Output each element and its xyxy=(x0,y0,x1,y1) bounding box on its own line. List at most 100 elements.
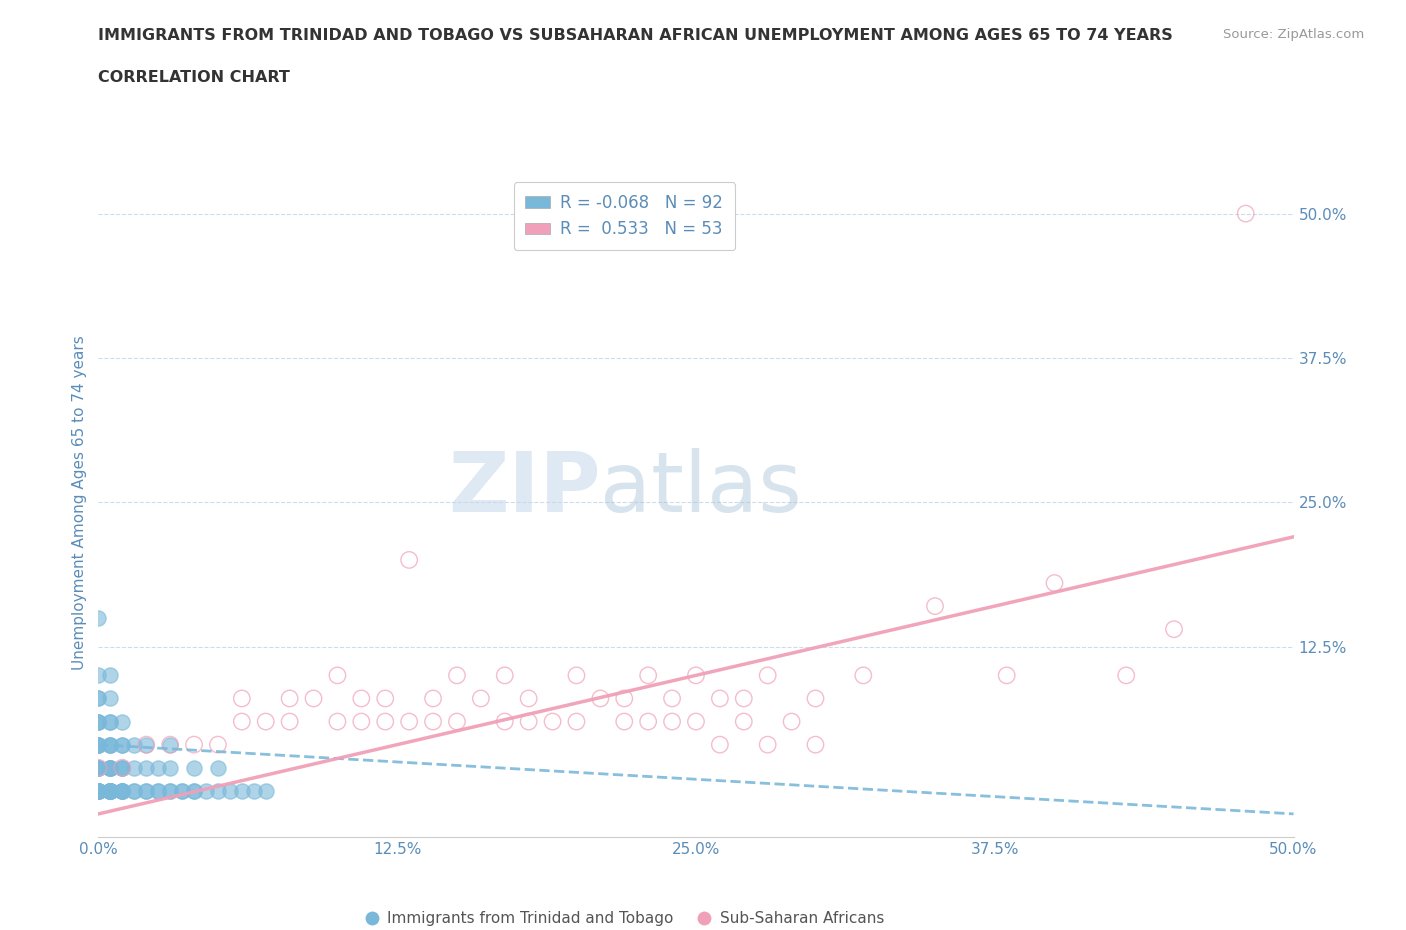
Point xyxy=(87,714,110,729)
Point xyxy=(183,737,205,752)
Point xyxy=(135,783,157,798)
Point xyxy=(98,737,122,752)
Point xyxy=(852,668,875,683)
Point xyxy=(995,668,1018,683)
Point xyxy=(111,737,134,752)
Point xyxy=(87,737,110,752)
Point xyxy=(756,668,779,683)
Point xyxy=(111,783,134,798)
Point xyxy=(87,783,110,798)
Point xyxy=(709,737,731,752)
Point xyxy=(87,761,110,776)
Point xyxy=(780,714,803,729)
Point xyxy=(804,737,827,752)
Point xyxy=(183,761,205,776)
Point xyxy=(87,783,110,798)
Point xyxy=(87,783,110,798)
Point xyxy=(398,552,420,567)
Point xyxy=(98,783,122,798)
Point xyxy=(111,714,134,729)
Point xyxy=(135,737,157,752)
Point xyxy=(159,783,181,798)
Point xyxy=(111,783,134,798)
Text: CORRELATION CHART: CORRELATION CHART xyxy=(98,70,290,85)
Point xyxy=(183,783,205,798)
Point xyxy=(98,783,122,798)
Point xyxy=(87,714,110,729)
Point xyxy=(159,761,181,776)
Point xyxy=(87,783,110,798)
Point xyxy=(326,668,349,683)
Point xyxy=(111,761,134,776)
Point xyxy=(541,714,564,729)
Point xyxy=(98,783,122,798)
Point xyxy=(183,783,205,798)
Point xyxy=(98,737,122,752)
Point xyxy=(398,714,420,729)
Point xyxy=(98,714,122,729)
Point xyxy=(111,783,134,798)
Point xyxy=(98,783,122,798)
Point xyxy=(350,714,373,729)
Point xyxy=(98,783,122,798)
Point xyxy=(1163,622,1185,637)
Point xyxy=(87,761,110,776)
Point xyxy=(98,783,122,798)
Point xyxy=(446,668,468,683)
Point xyxy=(135,783,157,798)
Point xyxy=(446,714,468,729)
Text: atlas: atlas xyxy=(600,448,801,529)
Point xyxy=(87,761,110,776)
Point xyxy=(87,783,110,798)
Point xyxy=(148,783,170,798)
Point xyxy=(517,714,540,729)
Point xyxy=(661,714,683,729)
Point xyxy=(159,783,181,798)
Point xyxy=(661,691,683,706)
Point xyxy=(87,737,110,752)
Point xyxy=(613,691,636,706)
Point xyxy=(87,783,110,798)
Point xyxy=(87,783,110,798)
Point xyxy=(87,783,110,798)
Point xyxy=(111,737,134,752)
Point xyxy=(254,714,277,729)
Point xyxy=(98,761,122,776)
Point xyxy=(470,691,492,706)
Point xyxy=(733,714,755,729)
Point xyxy=(87,714,110,729)
Point xyxy=(374,714,396,729)
Point xyxy=(589,691,612,706)
Text: Source: ZipAtlas.com: Source: ZipAtlas.com xyxy=(1223,28,1364,41)
Y-axis label: Unemployment Among Ages 65 to 74 years: Unemployment Among Ages 65 to 74 years xyxy=(72,335,87,670)
Point xyxy=(517,691,540,706)
Point xyxy=(231,714,253,729)
Point xyxy=(254,783,277,798)
Point xyxy=(207,783,229,798)
Point xyxy=(278,714,301,729)
Point xyxy=(924,599,946,614)
Point xyxy=(98,783,122,798)
Point xyxy=(243,783,266,798)
Point xyxy=(302,691,325,706)
Point xyxy=(709,691,731,706)
Point xyxy=(111,783,134,798)
Point xyxy=(87,610,110,625)
Point xyxy=(219,783,242,798)
Point xyxy=(565,714,588,729)
Point xyxy=(422,714,444,729)
Point xyxy=(98,737,122,752)
Point xyxy=(98,761,122,776)
Point xyxy=(111,783,134,798)
Point xyxy=(326,714,349,729)
Point xyxy=(756,737,779,752)
Point xyxy=(87,668,110,683)
Point xyxy=(87,737,110,752)
Point xyxy=(637,668,659,683)
Point xyxy=(1234,206,1257,221)
Point xyxy=(87,783,110,798)
Point xyxy=(135,737,157,752)
Point xyxy=(98,783,122,798)
Point xyxy=(124,737,146,752)
Text: ZIP: ZIP xyxy=(449,448,600,529)
